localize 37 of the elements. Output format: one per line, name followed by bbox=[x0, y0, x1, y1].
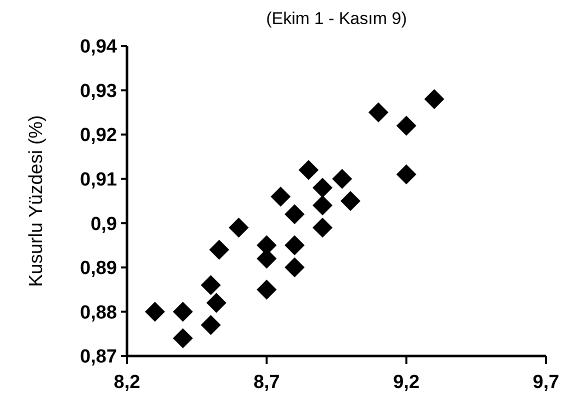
point bbox=[312, 195, 333, 216]
point bbox=[200, 275, 221, 296]
point bbox=[256, 280, 277, 300]
point bbox=[368, 102, 388, 122]
y-tick-label: 0,9 bbox=[90, 214, 117, 235]
point bbox=[396, 164, 416, 184]
point bbox=[228, 218, 249, 238]
y-tick-label: 0,89 bbox=[80, 258, 117, 280]
point bbox=[206, 292, 226, 313]
point bbox=[270, 186, 291, 207]
chart-title: (Ekim 1 - Kasım 9) bbox=[266, 9, 407, 28]
point bbox=[396, 116, 416, 136]
point bbox=[332, 168, 352, 189]
y-tick-label: 0,92 bbox=[80, 125, 117, 146]
point bbox=[424, 89, 444, 110]
point bbox=[172, 328, 193, 348]
y-tick-label: 0,93 bbox=[80, 80, 117, 102]
point bbox=[298, 160, 319, 180]
point bbox=[312, 178, 333, 198]
x-tick-label: 8,7 bbox=[253, 372, 280, 393]
point bbox=[209, 240, 230, 260]
x-tick-label: 9,2 bbox=[393, 372, 420, 393]
point bbox=[340, 191, 360, 211]
point bbox=[172, 302, 193, 322]
y-tick-label: 0,87 bbox=[80, 346, 117, 368]
point bbox=[284, 235, 305, 256]
y-axis-title: Kusurlu Yüzdesi (%) bbox=[26, 115, 47, 287]
point bbox=[284, 204, 305, 224]
point bbox=[312, 218, 333, 238]
point bbox=[200, 315, 221, 335]
y-tick-label: 0,91 bbox=[80, 170, 118, 191]
x-tick-label: 8,2 bbox=[114, 372, 140, 393]
y-tick-label: 0,88 bbox=[80, 302, 117, 324]
y-tick-label: 0,94 bbox=[80, 36, 118, 58]
point bbox=[144, 302, 165, 322]
x-tick-label: 9,7 bbox=[532, 372, 560, 393]
point bbox=[284, 257, 305, 278]
